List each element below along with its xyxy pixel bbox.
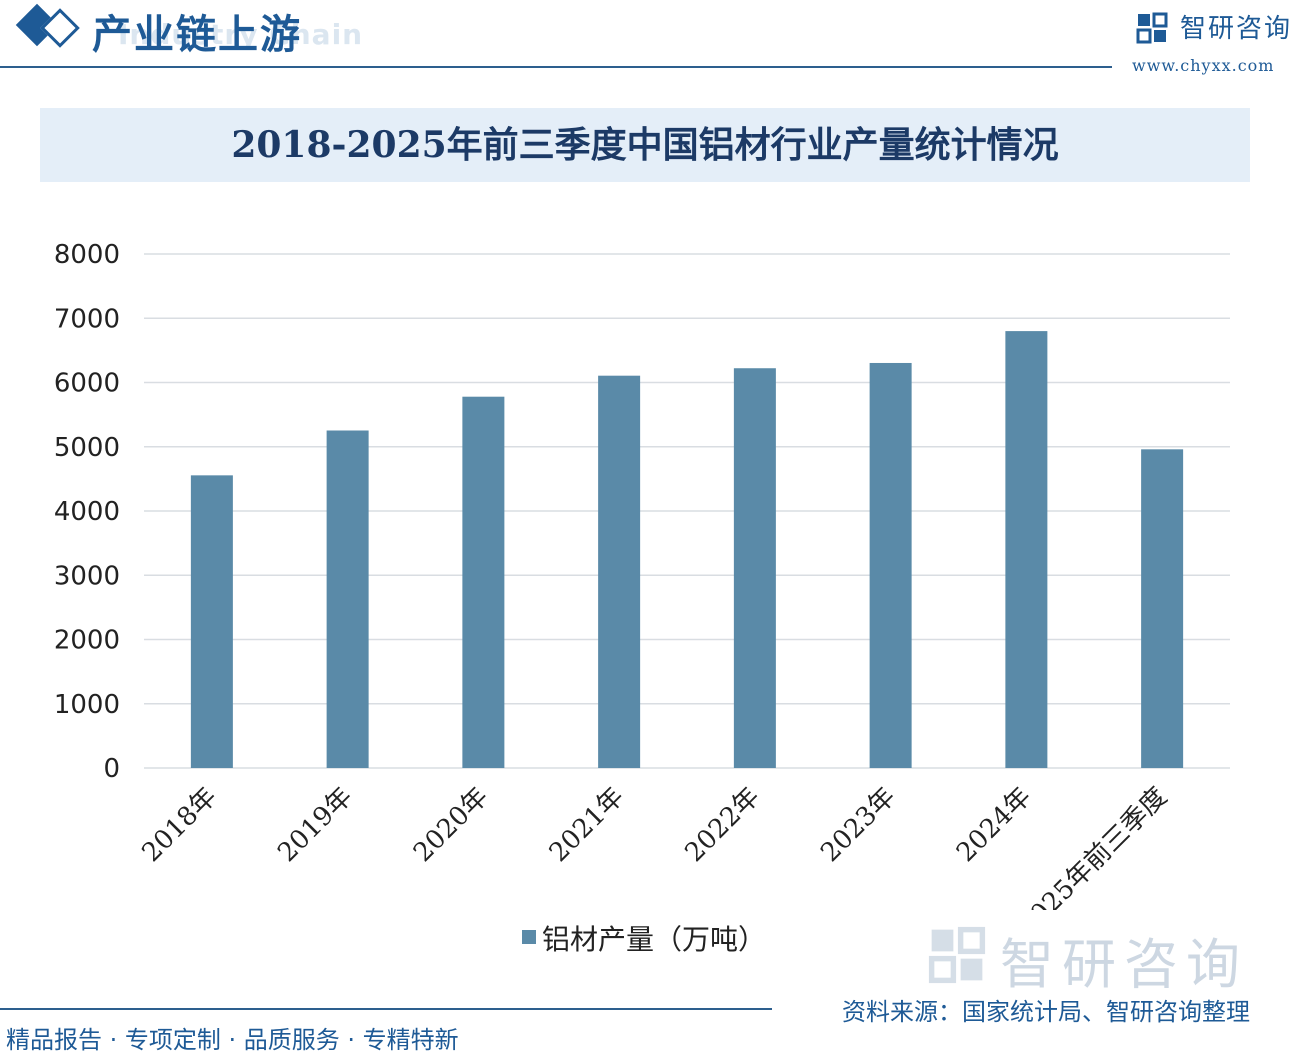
y-tick-label: 1000 (54, 690, 120, 720)
section-title-ghost: Industry Chain (118, 18, 364, 51)
legend-label: 铝材产量（万吨） (542, 923, 767, 956)
bar (869, 362, 912, 768)
legend-swatch (522, 930, 536, 944)
y-tick-label: 8000 (54, 240, 120, 270)
x-tick-label: 2022年 (679, 782, 765, 868)
x-tick-label: 2019年 (272, 782, 358, 868)
x-tick-label: 2018年 (136, 782, 222, 868)
x-tick-label: 2023年 (815, 782, 901, 868)
x-tick-label: 2025年前三季度 (1013, 782, 1173, 910)
bar (598, 375, 641, 768)
bar (1005, 331, 1048, 768)
page-header: Industry Chain 产业链上游 智研咨询 www.chyxx.com (0, 0, 1292, 80)
chart-title-bar: 2018-2025年前三季度中国铝材行业产量统计情况 (40, 108, 1250, 182)
bar (462, 396, 505, 768)
brand-logo-icon (1136, 12, 1168, 44)
y-tick-label: 5000 (54, 433, 120, 463)
y-tick-label: 6000 (54, 369, 120, 399)
bar (733, 368, 776, 768)
y-tick-label: 7000 (54, 304, 120, 334)
y-tick-label: 3000 (54, 561, 120, 591)
chart-title: 2018-2025年前三季度中国铝材行业产量统计情况 (231, 124, 1059, 166)
x-tick-label: 2020年 (408, 782, 494, 868)
footer-divider (0, 1008, 772, 1010)
bar (190, 475, 233, 768)
header-divider (0, 66, 1112, 68)
x-tick-label: 2024年 (951, 782, 1037, 868)
y-tick-label: 2000 (54, 626, 120, 656)
bar (326, 430, 369, 768)
bar (1141, 449, 1184, 768)
bar-chart: 0 1000 2000 3000 4000 5000 6000 7000 8000 2018年 20… (54, 240, 1230, 910)
footer-slogan: 精品报告 · 专项定制 · 品质服务 · 专精特新 (6, 1026, 459, 1054)
brand-name: 智研咨询 (1180, 14, 1292, 44)
watermark-logo-icon (928, 926, 986, 984)
data-source: 资料来源：国家统计局、智研咨询整理 (842, 998, 1250, 1026)
watermark-brand: 智研咨询 (1000, 933, 1248, 996)
y-tick-label: 4000 (54, 497, 120, 527)
section-title: 产业链上游 (92, 12, 302, 58)
y-tick-label: 0 (103, 754, 120, 784)
brand-url: www.chyxx.com (1132, 56, 1275, 75)
x-tick-label: 2021年 (544, 782, 630, 868)
